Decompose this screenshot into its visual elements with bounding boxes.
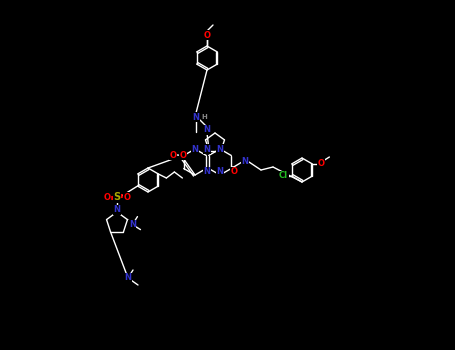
Text: O: O xyxy=(103,193,111,202)
Text: O: O xyxy=(170,150,177,160)
Text: O: O xyxy=(231,168,238,176)
Text: O: O xyxy=(123,193,131,202)
Text: S: S xyxy=(113,192,121,202)
Text: N: N xyxy=(125,273,131,282)
Text: O: O xyxy=(203,30,211,40)
Text: N: N xyxy=(217,145,223,154)
Text: H: H xyxy=(201,114,207,120)
Text: N: N xyxy=(113,205,121,215)
Text: N: N xyxy=(203,145,211,154)
Text: N: N xyxy=(129,220,136,229)
Text: N: N xyxy=(217,168,223,176)
Text: O: O xyxy=(180,150,187,160)
Text: N: N xyxy=(192,145,198,154)
Text: N: N xyxy=(242,158,248,167)
Text: Cl: Cl xyxy=(279,172,288,181)
Text: N: N xyxy=(192,112,199,121)
Text: O: O xyxy=(318,160,325,168)
Text: N: N xyxy=(203,168,211,176)
Text: N: N xyxy=(203,126,211,134)
